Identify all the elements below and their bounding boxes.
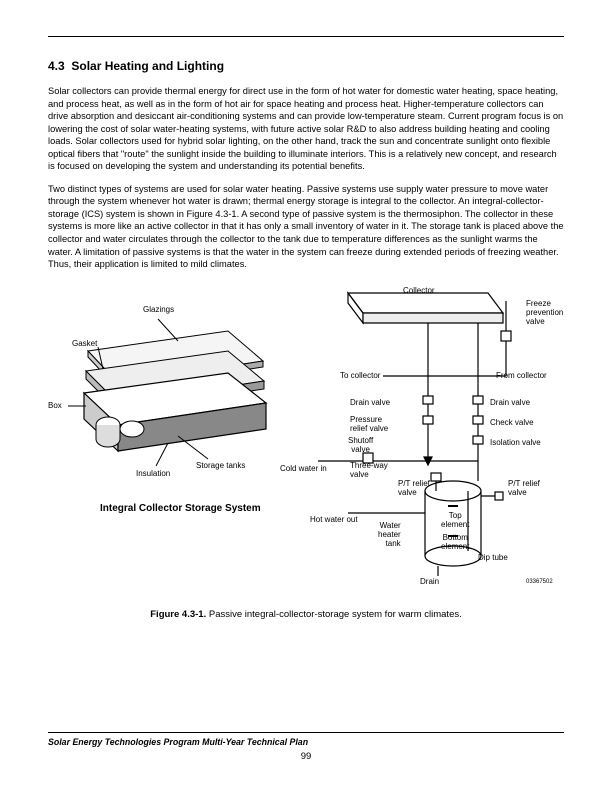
section-heading: 4.3 Solar Heating and Lighting: [48, 59, 564, 73]
figure-number: Figure 4.3-1.: [150, 609, 206, 620]
label-code: 03367502: [526, 579, 553, 585]
figure-region: Glazings Gasket Box Insulation Storage t…: [48, 281, 564, 591]
section-title: Solar Heating and Lighting: [71, 59, 224, 73]
label-drain: Drain: [420, 577, 439, 586]
label-isolation-valve: Isolation valve: [490, 438, 541, 447]
footer-title: Solar Energy Technologies Program Multi-…: [48, 737, 564, 747]
label-drain-valve: Drain valve: [350, 398, 390, 407]
label-water-heater-tank: Water heater tank: [378, 521, 401, 548]
label-three-way-valve: Three-way valve: [350, 461, 388, 479]
figure-left-title: Integral Collector Storage System: [100, 503, 261, 514]
figure-caption: Figure 4.3-1. Passive integral-collector…: [48, 609, 564, 620]
plumbing-diagram: [288, 281, 568, 591]
label-dip-tube: Dip tube: [478, 553, 508, 562]
paragraph-1: Solar collectors can provide thermal ene…: [48, 85, 564, 173]
label-insulation: Insulation: [136, 469, 170, 478]
label-check-valve: Check valve: [490, 418, 534, 427]
label-glazings: Glazings: [143, 305, 174, 314]
label-cold-water-in: Cold water in: [280, 464, 327, 473]
footer: Solar Energy Technologies Program Multi-…: [48, 732, 564, 762]
label-drain-valve-2: Drain valve: [490, 398, 530, 407]
section-number: 4.3: [48, 59, 65, 73]
label-from-collector: From collector: [496, 371, 547, 380]
label-box: Box: [48, 401, 62, 410]
bottom-rule: [48, 732, 564, 733]
label-pt-relief-1: P/T relief valve: [398, 479, 430, 497]
top-rule: [48, 36, 564, 37]
label-top-element: Top element: [441, 511, 469, 529]
figure-caption-text: Passive integral-collector-storage syste…: [209, 609, 462, 620]
label-collector: Collector: [403, 286, 435, 295]
paragraph-2: Two distinct types of systems are used f…: [48, 183, 564, 271]
label-pt-relief-2: P/T relief valve: [508, 479, 540, 497]
page-number: 99: [48, 751, 564, 762]
label-hot-water-out: Hot water out: [310, 515, 358, 524]
label-bottom-element: Bottom element: [441, 533, 469, 551]
label-to-collector: To collector: [340, 371, 380, 380]
page: 4.3 Solar Heating and Lighting Solar col…: [0, 0, 612, 792]
label-shutoff-valve: Shutoff valve: [348, 436, 373, 454]
label-freeze-prevention: Freeze prevention valve: [526, 299, 563, 326]
label-pressure-relief: Pressure relief valve: [350, 415, 388, 433]
label-storage-tanks: Storage tanks: [196, 461, 245, 470]
label-gasket: Gasket: [72, 339, 97, 348]
